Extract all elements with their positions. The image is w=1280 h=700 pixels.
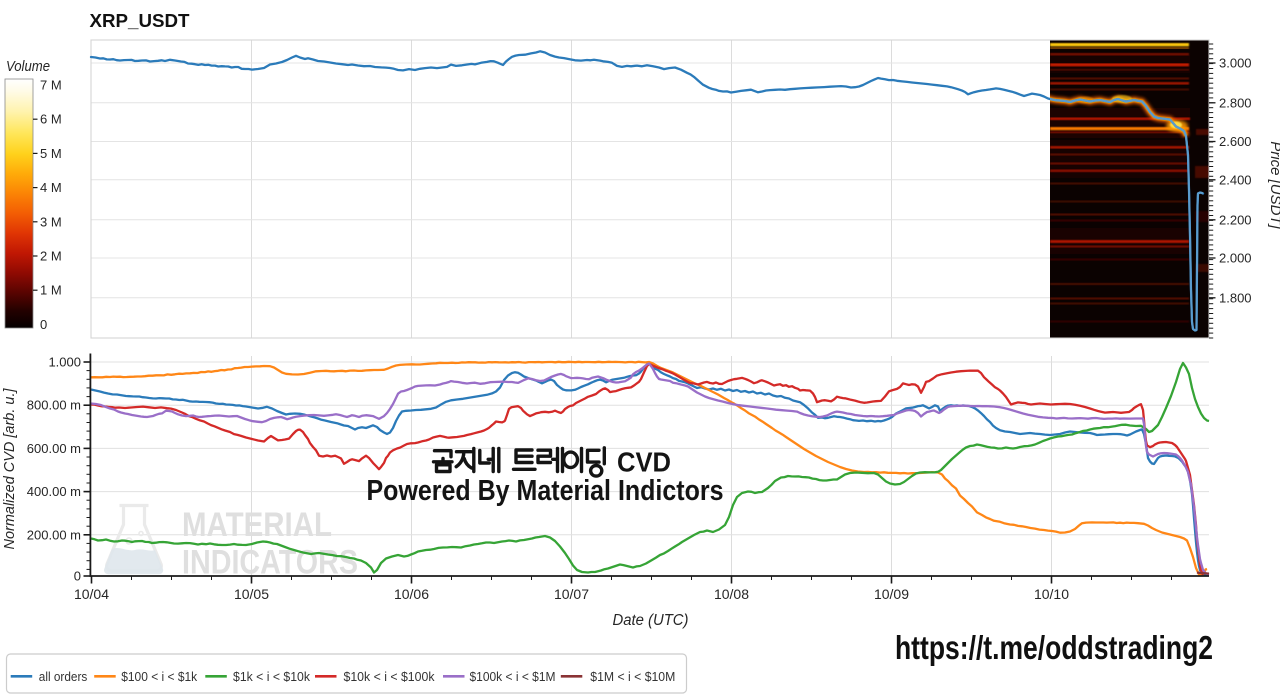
svg-text:MATERIAL: MATERIAL xyxy=(182,506,332,544)
svg-text:800.00 m: 800.00 m xyxy=(27,398,81,413)
svg-text:10/06: 10/06 xyxy=(394,586,429,602)
svg-text:Date (UTC): Date (UTC) xyxy=(613,612,689,629)
svg-text:$100k < i < $1M: $100k < i < $1M xyxy=(470,669,556,684)
svg-text:4 M: 4 M xyxy=(40,180,62,195)
svg-text:10/07: 10/07 xyxy=(554,586,589,602)
svg-text:1.800: 1.800 xyxy=(1219,290,1252,305)
svg-text:10/05: 10/05 xyxy=(234,586,269,602)
svg-text:2 M: 2 M xyxy=(40,249,62,264)
svg-text:10/08: 10/08 xyxy=(714,586,749,602)
svg-text:3.000: 3.000 xyxy=(1219,56,1252,71)
svg-text:0: 0 xyxy=(74,569,81,584)
svg-text:3 M: 3 M xyxy=(40,214,62,229)
svg-text:200.00 m: 200.00 m xyxy=(27,527,81,542)
svg-text:$100 < i < $1k: $100 < i < $1k xyxy=(121,669,197,684)
svg-text:XRP_USDT: XRP_USDT xyxy=(90,11,190,31)
svg-text:10/09: 10/09 xyxy=(874,586,909,602)
svg-text:$10k < i < $100k: $10k < i < $100k xyxy=(344,669,435,684)
svg-text:$1k < i < $10k: $1k < i < $10k xyxy=(233,669,310,684)
svg-text:600.00 m: 600.00 m xyxy=(27,441,81,456)
svg-text:5 M: 5 M xyxy=(40,146,62,161)
svg-text:2.000: 2.000 xyxy=(1219,251,1252,266)
svg-text:Price [USDT]: Price [USDT] xyxy=(1267,141,1280,229)
svg-text:2.200: 2.200 xyxy=(1219,212,1252,227)
svg-text:10/04: 10/04 xyxy=(74,586,109,602)
svg-text:2.800: 2.800 xyxy=(1219,95,1252,110)
svg-text:1.000: 1.000 xyxy=(48,355,81,370)
svg-text:https://t.me/oddstrading2: https://t.me/oddstrading2 xyxy=(895,629,1213,666)
svg-text:Normalized CVD [arb. u.]: Normalized CVD [arb. u.] xyxy=(1,388,18,550)
svg-text:10/10: 10/10 xyxy=(1034,586,1069,602)
svg-text:Powered By Material Indictors: Powered By Material Indictors xyxy=(367,475,724,507)
svg-text:2.400: 2.400 xyxy=(1219,172,1252,187)
svg-text:7 M: 7 M xyxy=(40,78,62,93)
svg-text:all orders: all orders xyxy=(39,669,88,684)
svg-text:400.00 m: 400.00 m xyxy=(27,484,81,499)
svg-text:0: 0 xyxy=(40,317,47,332)
svg-text:6 M: 6 M xyxy=(40,112,62,127)
svg-text:CVD: CVD xyxy=(617,447,671,478)
svg-text:2.600: 2.600 xyxy=(1219,134,1252,149)
svg-text:Volume: Volume xyxy=(6,58,50,75)
svg-text:$1M < i < $10M: $1M < i < $10M xyxy=(590,669,675,684)
svg-text:1 M: 1 M xyxy=(40,283,62,298)
